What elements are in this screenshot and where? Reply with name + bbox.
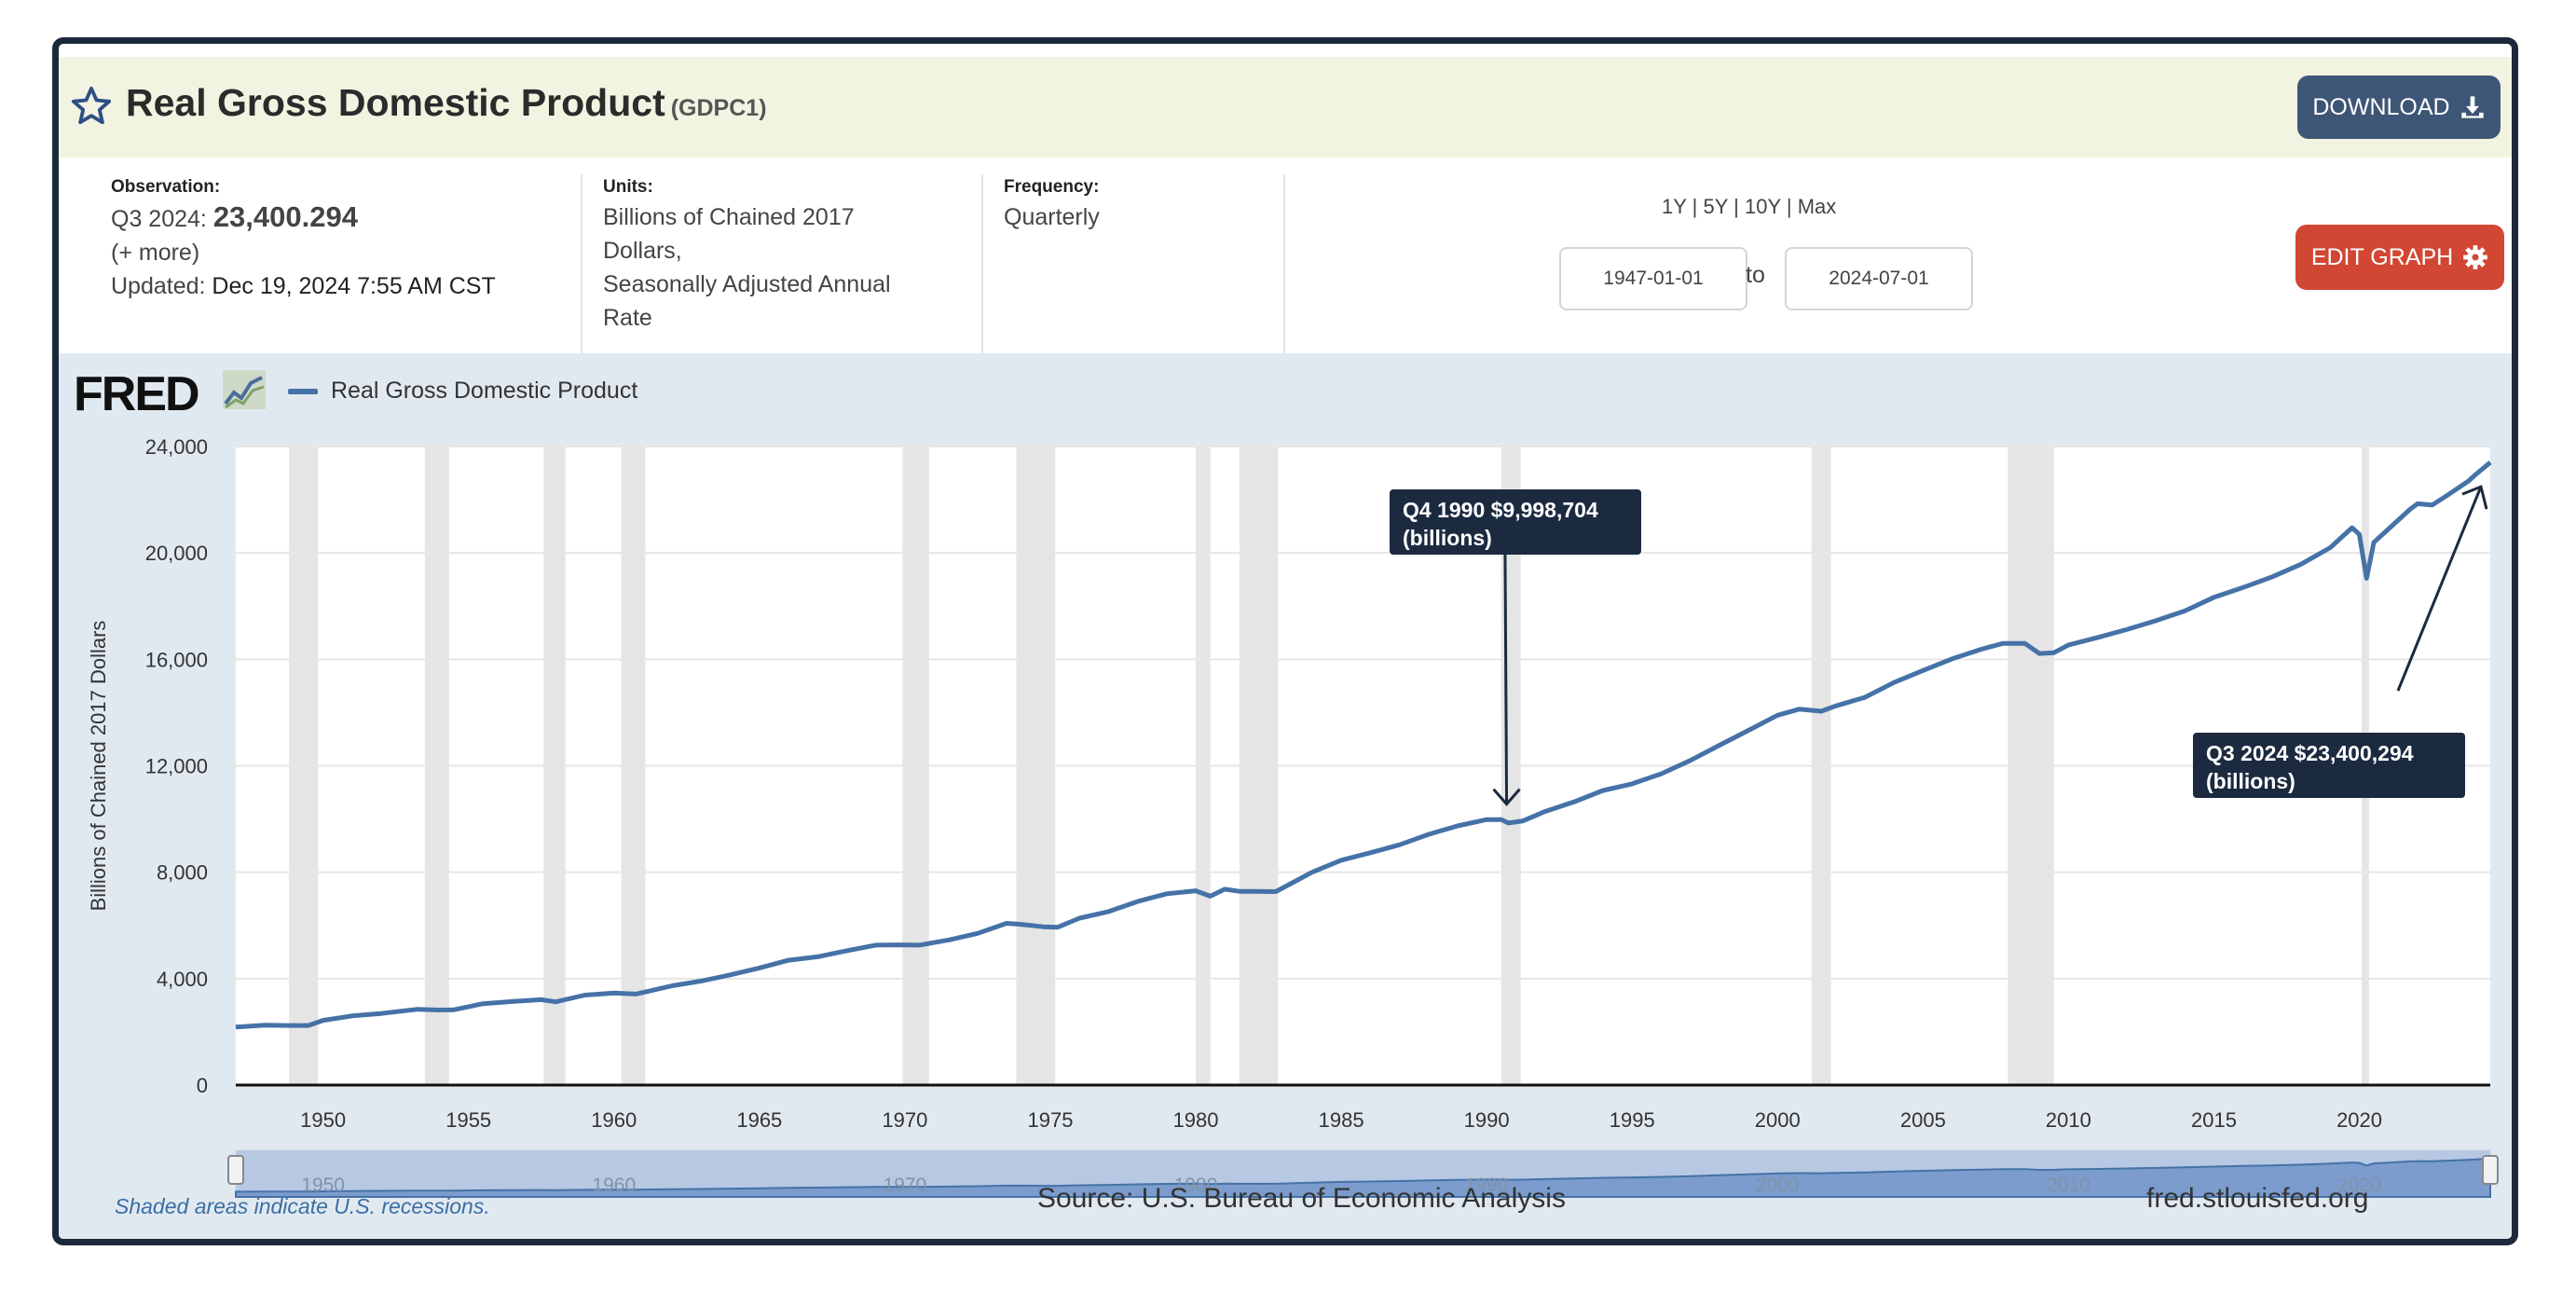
divider	[581, 174, 582, 353]
start-date-input[interactable]: 1947-01-01	[1559, 247, 1747, 310]
observation-value: 23,400.294	[212, 200, 358, 233]
chart-area: 0 4,000 8,000 12,000 16,000 20,000 24,000 1950 1…	[59, 353, 2512, 1239]
to-label: to	[1746, 262, 1765, 288]
annotation-q4-1990: Q4 1990 $9,998,704 (billions)	[1390, 489, 1641, 555]
chart-svg: 0 4,000 8,000 12,000 16,000 20,000 24,000 1950 1…	[87, 435, 2499, 1198]
x-tick-label: 1995	[1610, 1108, 1655, 1132]
legend-swatch	[288, 388, 318, 394]
y-tick-label: 20,000	[145, 542, 208, 565]
series-title: Real Gross Domestic Product	[126, 81, 665, 124]
more-link[interactable]: (+ more)	[111, 240, 200, 266]
updated-value: Dec 19, 2024 7:55 AM CST	[212, 273, 496, 299]
y-tick-label: 4,000	[157, 968, 208, 991]
edit-graph-label: EDIT GRAPH	[2310, 243, 2454, 270]
divider	[981, 174, 983, 353]
x-tick-label: 2005	[1900, 1108, 1946, 1132]
y-tick-label: 0	[197, 1074, 208, 1097]
range-10y[interactable]: 10Y	[1744, 195, 1781, 218]
title-bar: Real Gross Domestic Product (GDPC1) DOWNL…	[59, 57, 2512, 158]
annotation-q3-2024: Q3 2024 $23,400,294 (billions)	[2193, 733, 2465, 798]
frequency-block: Frequency: Quarterly	[1004, 174, 1100, 234]
star-icon[interactable]	[70, 85, 113, 128]
range-links: 1Y | 5Y | 10Y | Max	[1662, 195, 1836, 219]
x-tick-label: 1950	[300, 1108, 346, 1132]
edit-graph-button[interactable]: EDIT GRAPH	[2295, 225, 2504, 290]
navigator-tick-label: 1990	[1465, 1175, 1509, 1196]
annotation-arrowhead	[2461, 485, 2488, 510]
y-tick-label: 12,000	[145, 755, 208, 778]
navigator-tick-label: 1950	[301, 1175, 345, 1196]
range-sep: |	[1786, 195, 1792, 218]
legend: Real Gross Domestic Product	[288, 378, 637, 405]
annotation-text: (billions)	[1403, 526, 1492, 550]
annotation-text: (billions)	[2206, 769, 2295, 793]
x-tick-label: 1975	[1027, 1108, 1073, 1132]
x-tick-label: 1980	[1173, 1108, 1219, 1132]
navigator-tick-label: 2000	[1756, 1175, 1800, 1196]
range-5y[interactable]: 5Y	[1703, 195, 1728, 218]
observation-label: Observation:	[111, 177, 221, 197]
x-tick-label: 1970	[882, 1108, 927, 1132]
range-max[interactable]: Max	[1797, 195, 1837, 218]
series-metadata: Observation: Q3 2024: 23,400.294 (+ more…	[59, 158, 2512, 353]
y-tick-label: 8,000	[157, 861, 208, 885]
navigator-tick-label: 1960	[592, 1175, 636, 1196]
x-tick-label: 1985	[1319, 1108, 1364, 1132]
navigator-tick-label: 2020	[2337, 1175, 2381, 1196]
navigator-tick-label: 1980	[1174, 1175, 1218, 1196]
observation-period: Q3 2024:	[111, 206, 207, 232]
units-line-1: Billions of Chained 2017	[603, 204, 855, 230]
navigator-tick-label: 2010	[2047, 1175, 2090, 1196]
x-tick-label: 1960	[591, 1108, 637, 1132]
source-text: Source: U.S. Bureau of Economic Analysis	[1037, 1183, 1566, 1214]
download-label: DOWNLOAD	[2312, 93, 2450, 120]
annotation-box	[1390, 489, 1641, 555]
frequency-value: Quarterly	[1004, 204, 1100, 230]
units-label: Units:	[603, 177, 653, 197]
fred-logo[interactable]: FRED	[74, 367, 200, 421]
page-title: Real Gross Domestic Product (GDPC1)	[126, 81, 767, 125]
x-tick-label: 1965	[736, 1108, 782, 1132]
x-tick-label: 2000	[1755, 1108, 1801, 1132]
y-axis-label: Billions of Chained 2017 Dollars	[87, 621, 110, 912]
range-sep: |	[1733, 195, 1739, 218]
navigator-handle[interactable]	[2482, 1155, 2499, 1185]
y-tick-label: 16,000	[145, 648, 208, 671]
x-tick-label: 2015	[2191, 1108, 2237, 1132]
frequency-label: Frequency:	[1004, 177, 1100, 197]
navigator-series	[235, 1157, 2491, 1198]
observation-block: Observation: Q3 2024: 23,400.294 (+ more…	[111, 174, 496, 303]
x-tick-label: 1955	[445, 1108, 491, 1132]
range-1y[interactable]: 1Y	[1662, 195, 1687, 218]
x-tick-label: 2010	[2046, 1108, 2091, 1132]
annotation-box	[2193, 733, 2465, 798]
units-line-2: Dollars,	[603, 238, 682, 264]
graph-panel: Real Gross Domestic Product (GDPC1) DOWNL…	[52, 37, 2518, 1245]
navigator-tick-label: 1970	[884, 1175, 927, 1196]
fred-chart-icon	[223, 370, 266, 409]
annotation-arrowhead	[1492, 788, 1521, 806]
series-line	[235, 460, 2492, 1030]
gear-icon	[2463, 245, 2488, 269]
recession-note: Shaded areas indicate U.S. recessions.	[115, 1194, 490, 1218]
site-link[interactable]: fred.stlouisfed.org	[2146, 1183, 2369, 1214]
annotation-arrow	[2396, 486, 2483, 692]
annotation-text: Q4 1990 $9,998,704	[1403, 498, 1598, 522]
x-tick-label: 1990	[1464, 1108, 1510, 1132]
legend-label: Real Gross Domestic Product	[331, 378, 638, 404]
units-block: Units: Billions of Chained 2017 Dollars,…	[603, 174, 891, 335]
download-icon	[2460, 96, 2484, 118]
units-line-3: Seasonally Adjusted Annual	[603, 271, 891, 297]
y-tick-label: 24,000	[145, 435, 208, 459]
range-sep: |	[1692, 195, 1698, 218]
series-id: (GDPC1)	[670, 95, 767, 121]
download-button[interactable]: DOWNLOAD	[2297, 76, 2501, 139]
navigator-handle[interactable]	[227, 1155, 244, 1185]
end-date-input[interactable]: 2024-07-01	[1785, 247, 1973, 310]
x-tick-label: 2020	[2336, 1108, 2382, 1132]
updated-label: Updated:	[111, 273, 206, 299]
units-line-4: Rate	[603, 305, 652, 331]
divider	[1283, 174, 1285, 353]
annotation-text: Q3 2024 $23,400,294	[2206, 741, 2414, 765]
